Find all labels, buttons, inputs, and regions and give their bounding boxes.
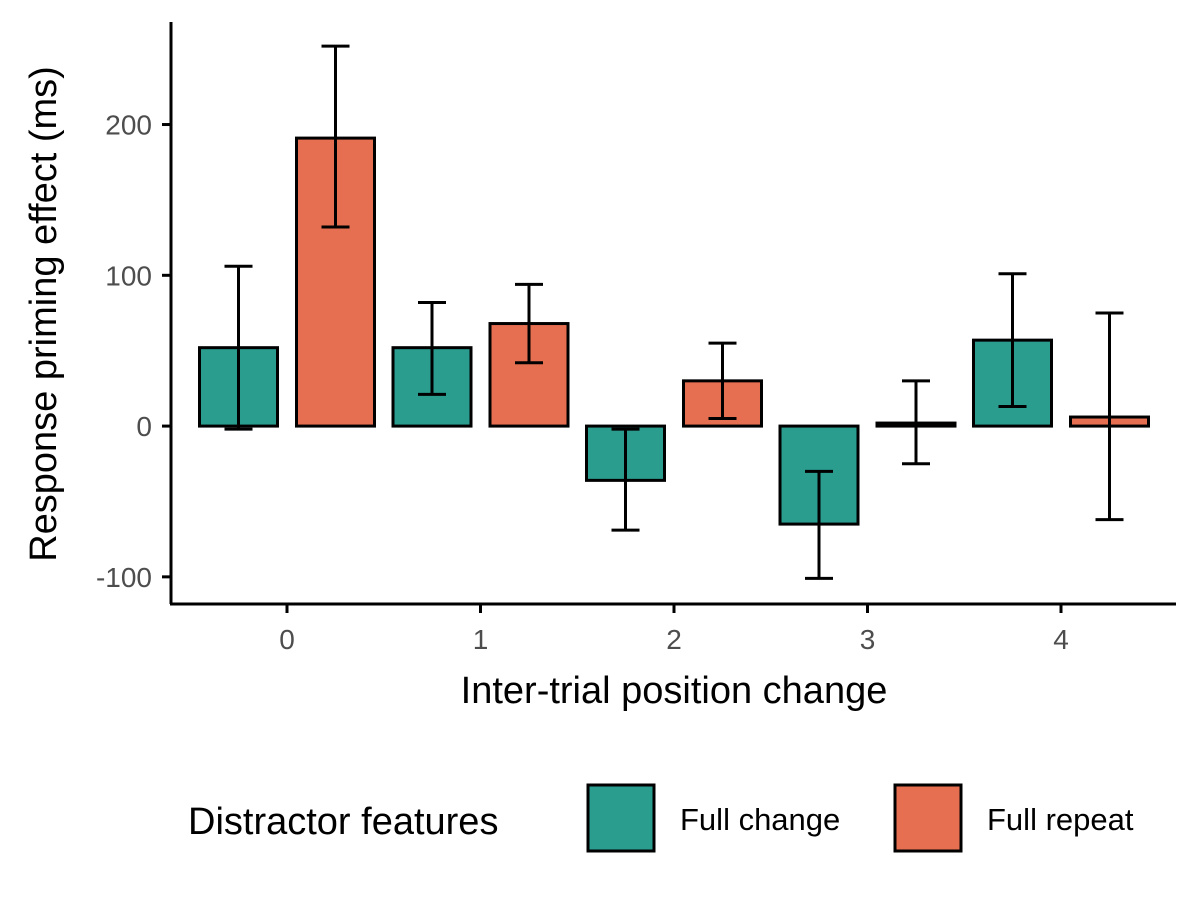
y-tick-label: 0 xyxy=(136,411,152,442)
axes: -100 0 100 200 0 1 2 3 4 xyxy=(96,22,1176,655)
y-tick-label: 200 xyxy=(105,110,152,141)
plot-area xyxy=(198,44,1150,580)
x-axis-title: Inter-trial position change xyxy=(461,670,888,712)
legend-swatch-full-change xyxy=(586,783,656,853)
legend: Distractor features Full change Full rep… xyxy=(188,783,1134,853)
y-tick-label: -100 xyxy=(96,562,152,593)
x-tick-label: 3 xyxy=(860,624,876,655)
legend-swatch-full-repeat xyxy=(893,783,963,853)
x-tick-label: 4 xyxy=(1053,624,1069,655)
y-axis-title: Response priming effect (ms) xyxy=(23,66,65,562)
legend-label-full-change: Full change xyxy=(680,802,840,837)
x-tick-label: 0 xyxy=(279,624,295,655)
legend-title: Distractor features xyxy=(188,801,498,843)
y-tick-label: 100 xyxy=(105,260,152,291)
x-tick-label: 1 xyxy=(473,624,489,655)
x-tick-label: 2 xyxy=(666,624,682,655)
legend-label-full-repeat: Full repeat xyxy=(987,802,1134,837)
